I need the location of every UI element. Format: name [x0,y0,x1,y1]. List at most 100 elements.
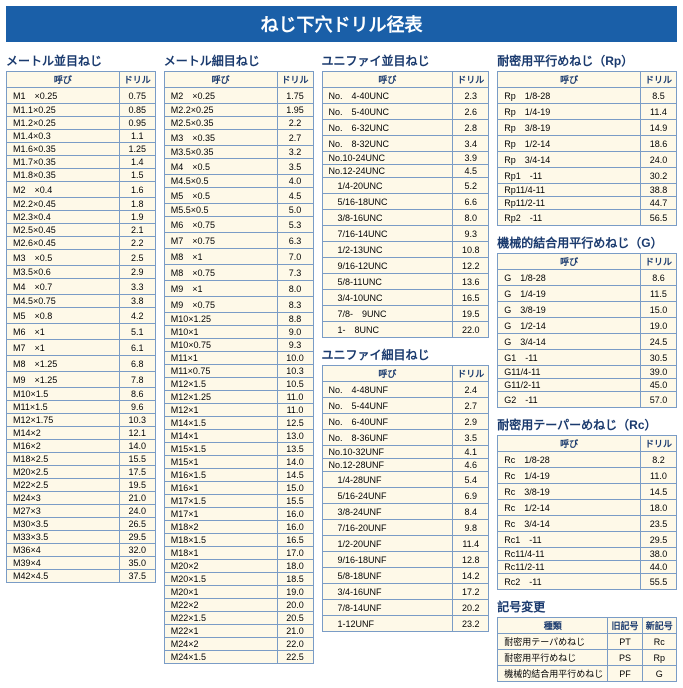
metric-fine-title: メートル細目ねじ [164,52,314,69]
old-cell: PT [608,634,642,650]
table-row: 5/8-18UNF14.2 [322,568,489,584]
size-cell: M9 ×1.25 [7,372,120,388]
table-row: M6 ×0.755.3 [164,217,313,233]
drill-cell: 17.5 [119,466,155,479]
size-cell: M24×3 [7,492,120,505]
size-cell: G 3/4-14 [498,334,641,350]
drill-cell: 2.2 [277,117,313,130]
size-cell: M33×3.5 [7,531,120,544]
size-cell: Rc 1/8-28 [498,452,641,468]
unified-fine-section: ユニファイ細目ねじ 呼び ドリル No. 4-48UNF2.4No. 5-44U… [322,344,490,632]
drill-cell: 1.8 [119,198,155,211]
drill-cell: 15.0 [277,482,313,495]
size-cell: M42×4.5 [7,570,120,583]
table-row: 1/4-28UNF5.4 [322,472,489,488]
new-cell: Rp [642,650,676,666]
drill-cell: 10.0 [277,352,313,365]
size-cell: G 1/4-19 [498,286,641,302]
size-cell: M10×1.25 [164,313,277,326]
size-cell: M20×1 [164,586,277,599]
drill-cell: 8.6 [640,270,676,286]
table-row: M12×111.0 [164,404,313,417]
drill-cell: 9.6 [119,401,155,414]
size-cell: M8 ×1 [164,249,277,265]
table-row: M30×3.526.5 [7,518,156,531]
drill-cell: 7.8 [119,372,155,388]
drill-cell: 15.5 [119,453,155,466]
drill-cell: 9.0 [277,326,313,339]
size-cell: M14×1 [164,430,277,443]
drill-cell: 16.5 [277,534,313,547]
table-row: M16×1.514.5 [164,469,313,482]
size-cell: Rc 1/4-19 [498,468,641,484]
drill-cell: 3.5 [453,430,489,446]
size-cell: M18×1.5 [164,534,277,547]
drill-cell: 8.8 [277,313,313,326]
drill-cell: 1.95 [277,104,313,117]
table-row: M1.6×0.351.25 [7,143,156,156]
size-cell: M12×1.5 [164,378,277,391]
table-row: 3/4-16UNF17.2 [322,584,489,600]
size-cell: M1.6×0.35 [7,143,120,156]
symbol-change-section: 記号変更 種類 旧記号 新記号 耐密用テーパめねじPTRc耐密用平行めねじPSR… [497,596,677,682]
size-cell: M22×1 [164,625,277,638]
drill-cell: 37.5 [119,570,155,583]
drill-cell: 2.7 [453,398,489,414]
table-row: No.12-24UNC4.5 [322,165,489,178]
size-cell: M16×2 [7,440,120,453]
size-cell: M3 ×0.35 [164,130,277,146]
drill-cell: 19.5 [119,479,155,492]
table-row: M6 ×15.1 [7,324,156,340]
metric-coarse-section: メートル並目ねじ 呼び ドリル M1 ×0.250.75M1.1×0.250.8… [6,50,156,583]
drill-cell: 6.1 [119,340,155,356]
size-cell: Rc1 -11 [498,532,641,548]
table-row: M11×1.59.6 [7,401,156,414]
col-drill-header: ドリル [640,254,676,270]
drill-cell: 6.8 [119,356,155,372]
size-cell: 3/4-16UNF [322,584,453,600]
drill-cell: 8.3 [277,297,313,313]
table-row: Rc 3/4-1423.5 [498,516,677,532]
size-cell: M4 ×0.5 [164,159,277,175]
drill-cell: 2.2 [119,237,155,250]
drill-cell: 3.4 [453,136,489,152]
g-title: 機械的結合用平行めねじ（G） [497,234,677,251]
table-row: Rc1 -1129.5 [498,532,677,548]
size-cell: M7 ×1 [7,340,120,356]
table-row: 5/16-24UNF6.9 [322,488,489,504]
size-cell: Rc2 -11 [498,574,641,590]
size-cell: 1- 8UNC [322,322,453,338]
table-row: M3.5×0.62.9 [7,266,156,279]
table-row: M24×1.522.5 [164,651,313,664]
table-row: M2.3×0.41.9 [7,211,156,224]
size-cell: M17×1 [164,508,277,521]
table-row: M10×19.0 [164,326,313,339]
table-row: 7/8- 9UNC19.5 [322,306,489,322]
size-cell: M4.5×0.75 [7,295,120,308]
table-row: 7/16-20UNF9.8 [322,520,489,536]
drill-cell: 23.2 [453,616,489,632]
size-cell: G2 -11 [498,392,641,408]
size-cell: M6 ×0.75 [164,217,277,233]
drill-cell: 4.2 [119,308,155,324]
drill-cell: 6.9 [453,488,489,504]
drill-cell: 57.0 [640,392,676,408]
size-cell: M4.5×0.5 [164,175,277,188]
table-row: M14×212.1 [7,427,156,440]
size-cell: 7/16-14UNC [322,226,453,242]
col-size-header: 呼び [322,72,453,88]
drill-cell: 12.2 [453,258,489,274]
table-row: M16×214.0 [7,440,156,453]
drill-cell: 6.6 [453,194,489,210]
old-cell: PF [608,666,642,682]
size-cell: No. 5-44UNF [322,398,453,414]
table-row: Rc 1/8-288.2 [498,452,677,468]
table-row: Rp1 -1130.2 [498,168,677,184]
table-row: Rc2 -1155.5 [498,574,677,590]
table-row: M3.5×0.353.2 [164,146,313,159]
table-row: No.12-28UNF4.6 [322,459,489,472]
size-cell: M6 ×1 [7,324,120,340]
drill-cell: 8.0 [277,281,313,297]
table-row: 1/2-13UNC10.8 [322,242,489,258]
table-row: M22×2.519.5 [7,479,156,492]
